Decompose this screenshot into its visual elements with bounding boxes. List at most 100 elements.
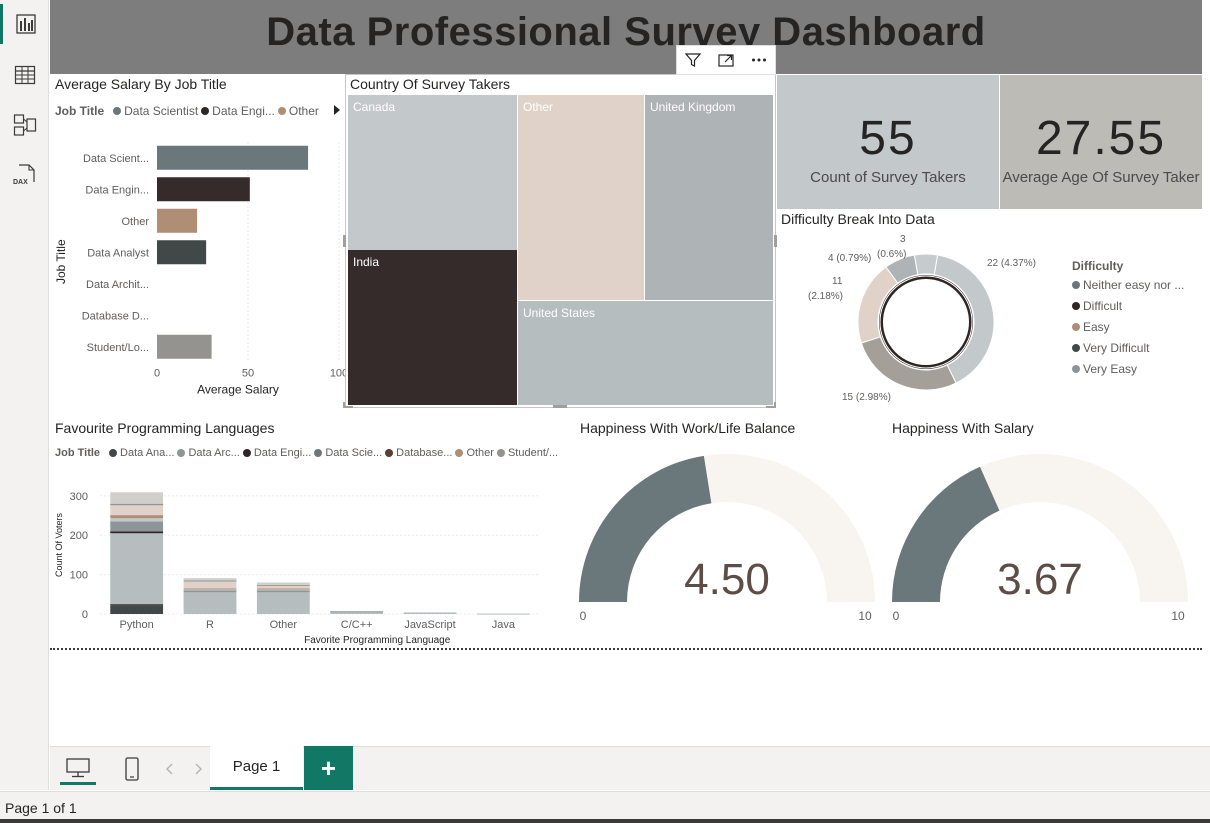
status-bar: Page 1 of 1 [0,791,1210,823]
x-tick-label: R [206,619,214,631]
data-label: (2.18%) [808,291,843,302]
salary-bar [157,240,207,265]
languages-chart-title: Favourite Programming Languages [55,420,275,436]
treemap-title: Country Of Survey Takers [350,76,511,92]
treemap-cell-india[interactable]: India [348,250,517,405]
legend-swatch [109,449,118,457]
salary-gauge[interactable]: 3.67 0 10 [888,445,1193,630]
focus-mode-button[interactable] [710,46,743,74]
legend-item[interactable]: Difficult [1083,299,1123,313]
legend-swatch [1072,302,1080,310]
x-tick-label: 100 [330,368,345,380]
legend-swatch [277,107,286,115]
legend-swatch [1072,281,1080,289]
legend-item[interactable]: Data Scientist [124,104,199,118]
language-bar-segment [110,515,164,519]
legend-item[interactable]: Data Scie... [325,447,383,459]
treemap-cell-united-states[interactable]: United States [518,301,773,405]
x-axis-title: Favorite Programming Language [304,635,451,646]
legend-item[interactable]: Data Ana... [120,447,175,459]
legend-item[interactable]: Very Easy [1083,362,1138,376]
language-bar-segment [330,611,384,613]
legend-item[interactable]: Very Difficult [1083,341,1150,355]
visual-header-toolbar [676,45,776,75]
data-label: 3 [900,234,906,245]
tab-page-1[interactable]: Page 1 [210,746,303,790]
desktop-layout-button[interactable] [60,753,96,785]
mobile-layout-button[interactable] [118,753,146,785]
legend-item[interactable]: Database... [396,447,453,459]
legend-swatch [242,449,251,457]
legend-item[interactable]: Data Engi... [253,447,312,459]
language-bar-segment [256,582,310,585]
legend-item[interactable]: Neither easy nor ... [1083,278,1185,292]
gauge-value: 3.67 [997,555,1083,604]
average-age-card[interactable]: 27.55 Average Age Of Survey Taker [1000,75,1202,209]
table-view-button[interactable] [0,55,49,95]
legend-item[interactable]: Other [288,104,319,118]
x-tick-label: Java [492,619,516,631]
language-bar-segment [476,613,530,615]
data-label: 11 [832,276,843,287]
more-options-icon [751,58,766,62]
legend-item[interactable]: Data Arc... [188,447,240,459]
model-view-button[interactable] [0,105,49,145]
page-indicator: Page 1 of 1 [5,800,77,816]
language-bar-segment [183,590,237,593]
resize-handle[interactable] [766,402,776,408]
resize-handle[interactable] [343,235,346,247]
legend-swatch [455,449,464,457]
legend-swatch [385,449,394,457]
salary-chart-legend: Job Title Data Scientist Data Engi... Ot… [55,104,319,118]
gauge-value: 4.50 [684,555,770,604]
language-bar-segment [403,612,457,614]
gauge-min-label: 0 [580,609,587,623]
report-view-button[interactable] [0,4,49,44]
filter-button[interactable] [677,46,710,74]
resize-handle[interactable] [343,402,353,408]
table-view-icon [14,65,35,85]
language-bar-segment [110,533,164,605]
treemap-label: Other [523,100,554,114]
treemap-cell-canada[interactable]: Canada [348,95,517,250]
x-tick-label: 50 [242,368,254,380]
view-rail: DAX [0,0,49,790]
treemap-label: United States [523,306,596,320]
treemap-cell-other[interactable]: Other [518,95,644,300]
legend-item[interactable]: Other [466,447,494,459]
add-page-button[interactable]: + [304,746,353,790]
x-tick-label: JavaScript [404,619,455,631]
legend-scroll-right-icon[interactable] [333,104,341,116]
y-tick-label: Data Archit... [86,279,149,291]
language-bar-segment [330,611,384,614]
language-bar-segment [183,589,237,591]
legend-swatch [1072,323,1080,331]
x-tick-label: Other [270,619,298,631]
treemap-label: Canada [353,100,396,114]
legend-item[interactable]: Easy [1083,320,1110,334]
y-tick-label: Database D... [82,310,149,322]
language-bar-segment [110,604,164,606]
salary-chart-title: Average Salary By Job Title [55,76,227,92]
y-axis-title: Count Of Voters [54,512,64,577]
dax-query-icon: DAX [13,164,35,186]
language-bar-segment [110,531,164,534]
difficulty-donut-chart: 22 (4.37%) 15 (2.98%) 11 (2.18%) 4 (0.79%) 3 (… [808,234,1036,403]
treemap-cell-united-kingdom[interactable]: United Kingdom [645,95,773,300]
resize-handle[interactable] [774,235,777,247]
language-bar-segment [183,588,237,590]
y-tick-label: 200 [70,530,88,542]
legend-item[interactable]: Data Engi... [212,104,275,118]
chevron-left-icon[interactable] [165,763,175,775]
resize-handle[interactable] [553,405,567,408]
chevron-right-icon[interactable] [193,763,203,775]
worklife-gauge[interactable]: 4.50 0 10 [575,445,880,630]
language-bar-segment [183,592,237,614]
x-tick-label: Python [120,619,154,631]
count-survey-takers-card[interactable]: 55 Count of Survey Takers [777,75,999,209]
dax-query-view-button[interactable]: DAX [0,155,49,195]
x-tick-label: C/C++ [341,619,373,631]
legend-item[interactable]: Student/... [507,447,559,459]
more-options-button[interactable] [742,46,775,74]
